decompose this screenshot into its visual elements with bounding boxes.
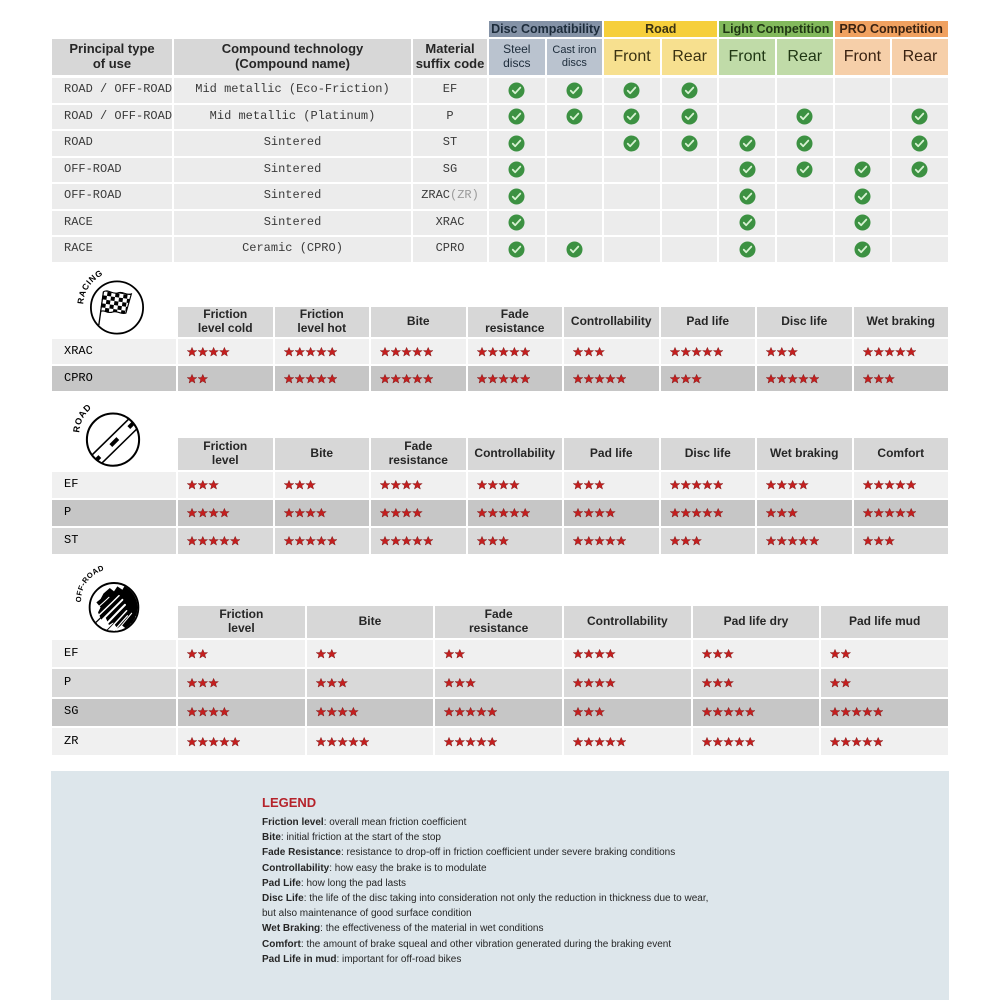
svg-text:RACING: RACING xyxy=(75,268,104,305)
svg-text:OFF-ROAD: OFF-ROAD xyxy=(74,563,105,602)
